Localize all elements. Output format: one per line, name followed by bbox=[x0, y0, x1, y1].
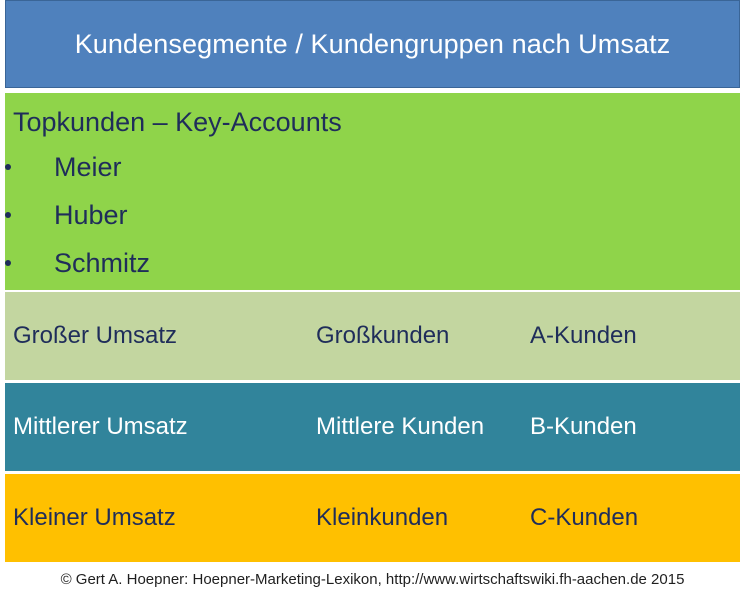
diagram-header: Kundensegmente / Kundengruppen nach Umsa… bbox=[5, 0, 740, 88]
customer-name: Schmitz bbox=[54, 247, 151, 278]
bullet-icon bbox=[5, 164, 11, 170]
list-item: Meier bbox=[5, 147, 305, 187]
diagram-title: Kundensegmente / Kundengruppen nach Umsa… bbox=[74, 28, 671, 59]
segment-row-b: Mittlerer Umsatz Mittlere Kunden B-Kunde… bbox=[5, 383, 740, 471]
list-item: Huber bbox=[5, 195, 305, 235]
customer-group-label: Kleinkunden bbox=[316, 504, 449, 531]
top-customers-segment: Topkunden – Key-Accounts Meier Huber Sch… bbox=[5, 93, 740, 290]
bullet-icon bbox=[5, 212, 11, 218]
list-item: Schmitz bbox=[5, 243, 305, 283]
copyright-footer: © Gert A. Hoepner: Hoepner-Marketing-Lex… bbox=[60, 570, 685, 588]
customer-name: Meier bbox=[54, 151, 122, 182]
revenue-label: Kleiner Umsatz bbox=[13, 504, 176, 531]
top-customers-title: Topkunden – Key-Accounts bbox=[13, 107, 342, 137]
customer-name: Huber bbox=[54, 199, 128, 230]
customer-class-label: B-Kunden bbox=[530, 413, 637, 440]
revenue-label: Großer Umsatz bbox=[13, 322, 178, 349]
bullet-icon bbox=[5, 260, 11, 266]
customer-class-label: A-Kunden bbox=[530, 322, 637, 349]
revenue-label: Mittlerer Umsatz bbox=[13, 413, 188, 440]
customer-group-label: Großkunden bbox=[316, 322, 450, 349]
segment-row-c: Kleiner Umsatz Kleinkunden C-Kunden bbox=[5, 474, 740, 562]
customer-group-label: Mittlere Kunden bbox=[316, 413, 485, 440]
customer-class-label: C-Kunden bbox=[530, 504, 639, 531]
segment-row-a: Großer Umsatz Großkunden A-Kunden bbox=[5, 292, 740, 380]
